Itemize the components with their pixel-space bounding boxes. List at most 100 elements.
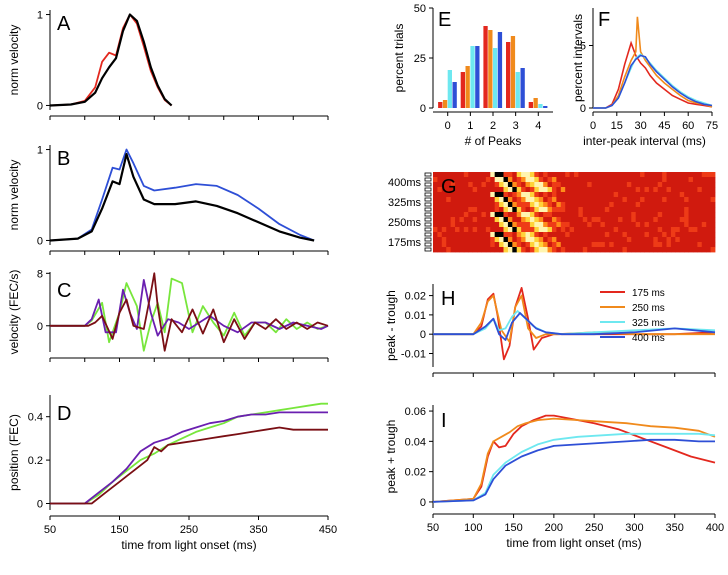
panel-F-xtick-label: 30 [634, 120, 646, 132]
panel-G-cell [604, 182, 610, 188]
panel-G-cell [626, 212, 632, 218]
panel-G-cell [450, 222, 456, 228]
panel-G-cell [609, 207, 615, 213]
panel-G-cell [503, 172, 509, 178]
panel-G-cell [516, 197, 522, 203]
panel-G-cell [670, 217, 676, 223]
panel-G-cell [626, 177, 632, 183]
panel-G-cell [543, 242, 548, 248]
panel-G-cell [459, 242, 465, 248]
panel-G-cell [653, 177, 659, 183]
panel-G-cell [640, 172, 645, 178]
panel-G-cell [468, 242, 474, 248]
panel-G-cell [618, 202, 623, 208]
panel-I-xtick-label: 250 [585, 522, 603, 534]
panel-G-cell [538, 202, 544, 208]
panel-G-row-bracket [424, 192, 432, 197]
panel-G-cell [618, 207, 623, 213]
panel-G-cell [441, 192, 447, 198]
panel-I-xtick-label: 350 [666, 522, 684, 534]
panel-G-cell [710, 217, 716, 223]
panel-G-cell [635, 197, 641, 203]
panel-G-cell [679, 187, 685, 193]
panel-G-cell [626, 242, 632, 248]
panel-G-row-bracket [424, 242, 432, 247]
panel-I-xtick-label: 100 [464, 522, 482, 534]
panel-G-cell [455, 197, 460, 203]
panel-G-cell [529, 192, 535, 198]
panel-G-cell [613, 237, 619, 243]
panel-G-cell [512, 232, 518, 238]
panel-G-cell [596, 217, 601, 223]
legend-label: 325 ms [632, 318, 665, 329]
panel-G-cell [463, 187, 469, 193]
panel-G-cell [565, 187, 570, 193]
panel-G-cell [618, 242, 623, 248]
panel-G-cell [666, 237, 672, 243]
panel-G-cell [538, 227, 544, 233]
panel-G-cell [675, 182, 681, 188]
panel-G-cell [710, 202, 716, 208]
panel-G-cell [521, 177, 526, 183]
panel-G-cell [644, 237, 650, 243]
panel-G-cell [657, 212, 663, 218]
panel-G-cell [692, 232, 698, 238]
panel-G-cell [626, 187, 632, 193]
panel-G-cell [455, 202, 460, 208]
panel-G-cell [521, 197, 526, 203]
panel-G-cell [529, 197, 535, 203]
panel-G-cell [600, 222, 606, 228]
panel-G-cell [499, 232, 504, 238]
panel-G-cell [490, 232, 496, 238]
panel-G-cell [582, 202, 588, 208]
panel-D-xtick-label: 150 [110, 524, 128, 536]
panel-G-cell [578, 182, 584, 188]
panel-G-cell [516, 192, 522, 198]
panel-G-cell [675, 172, 681, 178]
panel-E-bar [533, 98, 538, 108]
panel-G-cell [499, 177, 504, 183]
panel-G-cell [692, 172, 698, 178]
panel-G-cell [688, 177, 694, 183]
panel-G-row-bracket [424, 222, 432, 227]
panel-H-ytick-label: 0.01 [405, 310, 426, 322]
panel-G-cell [648, 207, 654, 213]
panel-D-xtick-label: 250 [180, 524, 198, 536]
panel-I-ytick-label: 0.06 [405, 406, 426, 418]
panel-G-cell [565, 212, 570, 218]
panel-G-cell [684, 192, 689, 198]
panel-G-cell [697, 232, 703, 238]
panel-G-cell [679, 207, 685, 213]
panel-G-cell [675, 187, 681, 193]
panel-G-cell [441, 237, 447, 243]
panel-G-cell [609, 232, 615, 238]
panel-G-cell [622, 172, 628, 178]
panel-G-cell [631, 242, 637, 248]
panel-D-ytick-label: 0.2 [28, 455, 43, 467]
panel-G-cell [538, 237, 544, 243]
panel-G-cell [591, 247, 597, 253]
panel-G-cell [582, 212, 588, 218]
panel-G-cell [446, 242, 452, 248]
legend-label: 175 ms [632, 288, 665, 299]
panel-G-cell [525, 192, 531, 198]
panel-G-cell [640, 197, 645, 203]
panel-G-cell [446, 232, 452, 238]
panel-G-cell [644, 212, 650, 218]
panel-G-cell [692, 207, 698, 213]
panel-G-cell [684, 232, 689, 238]
panel-G-cell [450, 237, 456, 243]
panel-E-bar [497, 32, 503, 108]
panel-G-cell [666, 217, 672, 223]
panel-G-label: G [441, 176, 457, 198]
panel-G-cell [587, 202, 593, 208]
panel-G-cell [543, 187, 548, 193]
panel-G-cell [574, 217, 579, 223]
panel-G-cell [543, 227, 548, 233]
panel-G-cell [565, 172, 570, 178]
panel-G-cell [459, 212, 465, 218]
panel-G-cell [468, 207, 474, 213]
panel-G-cell [494, 232, 500, 238]
panel-G-cell [560, 177, 566, 183]
panel-G-cell [648, 247, 654, 253]
